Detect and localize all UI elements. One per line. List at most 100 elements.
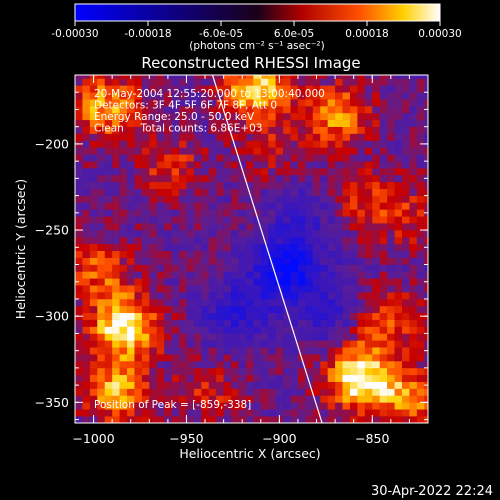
heatmap-cell xyxy=(260,230,269,238)
heatmap-cell xyxy=(127,381,135,389)
heatmap-cell xyxy=(127,354,135,362)
heatmap-cell xyxy=(208,402,217,410)
heatmap-cell xyxy=(171,416,180,423)
heatmap-cell xyxy=(97,161,106,169)
heatmap-cell xyxy=(394,354,403,362)
heatmap-cell xyxy=(283,181,291,190)
heatmap-cell xyxy=(394,119,403,127)
heatmap-cell xyxy=(253,147,262,155)
heatmap-cell xyxy=(104,174,113,183)
heatmap-cell xyxy=(327,236,336,245)
heatmap-cell xyxy=(290,168,299,176)
heatmap-cell xyxy=(97,202,106,210)
heatmap-cell xyxy=(416,147,425,155)
heatmap-cell xyxy=(416,395,425,403)
heatmap-cell xyxy=(342,257,351,265)
heatmap-cell xyxy=(305,161,314,169)
heatmap-cell xyxy=(112,243,120,252)
heatmap-cell xyxy=(260,133,269,141)
heatmap-cell xyxy=(164,367,172,376)
heatmap-cell xyxy=(401,305,410,314)
heatmap-cell xyxy=(238,106,247,114)
heatmap-cell xyxy=(387,340,395,348)
heatmap-cell xyxy=(89,99,98,107)
heatmap-cell xyxy=(134,78,143,86)
heatmap-cell xyxy=(349,195,358,203)
heatmap-cell xyxy=(164,347,172,355)
heatmap-cell xyxy=(89,140,98,148)
heatmap-cell xyxy=(268,319,276,327)
heatmap-cell xyxy=(372,216,380,224)
heatmap-cell xyxy=(156,360,165,369)
heatmap-cell xyxy=(245,78,254,86)
heatmap-cell xyxy=(253,161,262,169)
heatmap-cell xyxy=(186,209,195,217)
heatmap-cell xyxy=(335,202,343,210)
heatmap-cell xyxy=(260,312,269,320)
heatmap-cell xyxy=(409,195,418,203)
heatmap-cell xyxy=(149,126,158,134)
heatmap-cell xyxy=(364,374,373,382)
heatmap-cell xyxy=(320,78,328,86)
heatmap-cell xyxy=(305,298,314,307)
heatmap-cell xyxy=(231,112,239,121)
heatmap-cell xyxy=(245,360,254,369)
heatmap-cell xyxy=(320,360,328,369)
heatmap-cell xyxy=(171,133,180,141)
heatmap-cell xyxy=(149,271,158,279)
heatmap-cell xyxy=(208,92,217,100)
heatmap-cell xyxy=(320,305,328,314)
heatmap-cell xyxy=(193,202,202,210)
heatmap-cell xyxy=(171,195,180,203)
heatmap-cell xyxy=(231,223,239,231)
heatmap-cell xyxy=(231,209,239,217)
heatmap-cell xyxy=(401,188,410,196)
heatmap-cell xyxy=(171,312,180,320)
heatmap-cell xyxy=(268,305,276,314)
heatmap-cell xyxy=(268,236,276,245)
heatmap-cell xyxy=(104,168,113,176)
heatmap-cell xyxy=(127,161,135,169)
heatmap-cell xyxy=(149,202,158,210)
heatmap-cell xyxy=(320,278,328,286)
heatmap-cell xyxy=(424,119,428,127)
heatmap-cell xyxy=(119,99,128,107)
heatmap-cell xyxy=(141,360,150,369)
heatmap-cell xyxy=(245,374,254,382)
heatmap-cell xyxy=(372,298,380,307)
heatmap-cell xyxy=(208,416,217,423)
heatmap-cell xyxy=(201,112,210,121)
heatmap-cell xyxy=(424,305,428,314)
heatmap-cell xyxy=(364,209,373,217)
heatmap-cell xyxy=(416,99,425,107)
heatmap-cell xyxy=(416,292,425,300)
heatmap-cell xyxy=(193,312,202,320)
heatmap-cell xyxy=(320,250,328,258)
heatmap-cell xyxy=(134,326,143,334)
heatmap-cell xyxy=(394,75,403,79)
heatmap-cell xyxy=(216,236,224,245)
heatmap-cell xyxy=(186,236,195,245)
heatmap-cell xyxy=(164,188,172,196)
heatmap-cell xyxy=(134,416,143,423)
heatmap-cell xyxy=(127,140,135,148)
heatmap-cell xyxy=(171,99,180,107)
heatmap-cell xyxy=(112,409,120,417)
heatmap-cell xyxy=(394,264,403,272)
heatmap-cell xyxy=(260,416,269,423)
heatmap-cell xyxy=(290,99,299,107)
heatmap-cell xyxy=(401,312,410,320)
heatmap-cell xyxy=(283,188,291,196)
heatmap-cell xyxy=(208,374,217,382)
heatmap-cell xyxy=(112,257,120,265)
heatmap-cell xyxy=(82,250,91,258)
heatmap-cell xyxy=(387,395,395,403)
heatmap-cell xyxy=(171,388,180,396)
heatmap-cell xyxy=(89,319,98,327)
heatmap-cell xyxy=(320,271,328,279)
heatmap-cell xyxy=(104,133,113,141)
heatmap-cell xyxy=(364,298,373,307)
heatmap-cell xyxy=(208,257,217,265)
heatmap-cell xyxy=(401,119,410,127)
